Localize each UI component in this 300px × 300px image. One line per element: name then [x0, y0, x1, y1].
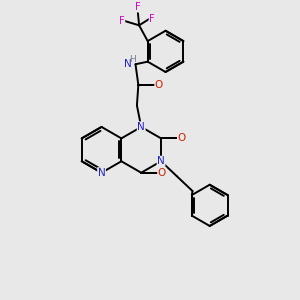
Text: N: N — [157, 156, 165, 166]
Text: F: F — [119, 16, 125, 26]
Text: O: O — [155, 80, 163, 90]
Text: F: F — [135, 2, 140, 12]
Text: F: F — [149, 14, 155, 24]
Text: N: N — [137, 122, 145, 132]
Text: N: N — [98, 168, 105, 178]
Text: N: N — [124, 59, 131, 69]
Text: O: O — [158, 168, 166, 178]
Text: H: H — [129, 56, 135, 64]
Text: O: O — [178, 134, 186, 143]
